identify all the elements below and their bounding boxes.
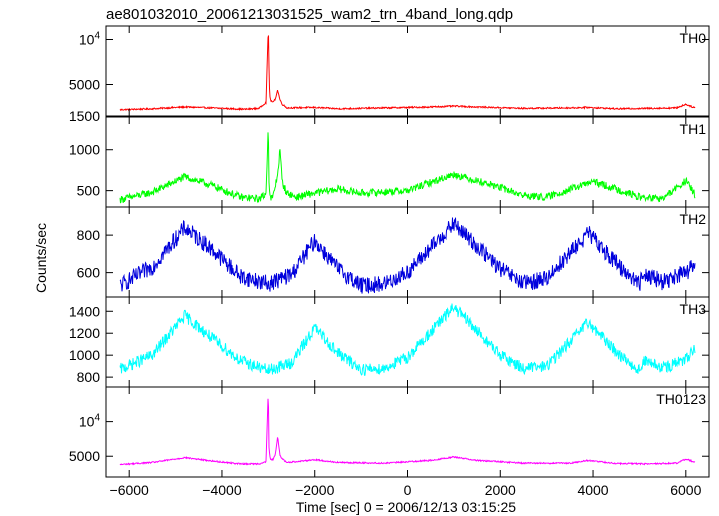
y-tick-label: 1000 <box>69 142 100 158</box>
y-tick-label: 104 <box>79 31 101 48</box>
x-tick-label: 4000 <box>577 482 608 498</box>
x-tick-label: −2000 <box>295 482 335 498</box>
y-tick-label: 104 <box>79 413 101 430</box>
series-line-th1 <box>119 132 696 204</box>
series-line-th3 <box>119 303 696 376</box>
y-tick-label: 1500 <box>69 108 100 124</box>
panel-th0: 104 5000 1500 TH0 <box>69 25 710 124</box>
series-line-th2 <box>119 217 696 294</box>
x-tick-label: 6000 <box>670 482 701 498</box>
panel-th0123: 104 5000 TH0123 <box>69 386 710 478</box>
y-tick-label: 800 <box>77 227 101 243</box>
panel-name-label: TH0 <box>680 30 707 46</box>
panel-name-label: TH3 <box>680 301 707 317</box>
panel-th1: 1000 500 TH1 <box>69 116 710 208</box>
y-tick-label: 1400 <box>69 303 100 319</box>
panel-frame <box>105 206 710 298</box>
panel-th3: 1400 1200 1000 800 TH3 <box>69 296 710 388</box>
y-axis-label: Counts/sec <box>33 223 49 293</box>
x-axis-label: Time [sec] 0 = 2006/12/13 03:15:25 <box>296 499 516 515</box>
panel-frame <box>105 25 710 117</box>
y-tick-label: 5000 <box>69 448 100 464</box>
panel-frame <box>105 296 710 388</box>
panel-name-label: TH0123 <box>656 391 706 407</box>
x-tick-label: −4000 <box>202 482 242 498</box>
y-tick-label: 1000 <box>69 347 100 363</box>
x-tick-label: 2000 <box>485 482 516 498</box>
y-tick-label: 5000 <box>69 77 100 93</box>
panel-th2: 800 600 TH2 <box>77 206 710 298</box>
panel-name-label: TH1 <box>680 121 707 137</box>
x-tick-label: 0 <box>404 482 412 498</box>
y-tick-label: 600 <box>77 265 101 281</box>
x-axis: −6000 −4000 −2000 0 2000 4000 6000 <box>110 482 702 498</box>
panels-layer: 104 5000 1500 TH0 1000 500 TH1 800 600 TH2 1400 120… <box>69 25 710 478</box>
panel-name-label: TH2 <box>680 211 707 227</box>
chart-title: ae801032010_20061213031525_wam2_trn_4ban… <box>106 6 513 23</box>
y-tick-label: 1200 <box>69 325 100 341</box>
y-tick-label: 500 <box>77 183 101 199</box>
x-tick-label: −6000 <box>110 482 150 498</box>
panel-frame <box>105 116 710 208</box>
series-line-th0123 <box>119 398 696 466</box>
y-tick-label: 800 <box>77 369 101 385</box>
series-line-th0 <box>119 35 696 112</box>
